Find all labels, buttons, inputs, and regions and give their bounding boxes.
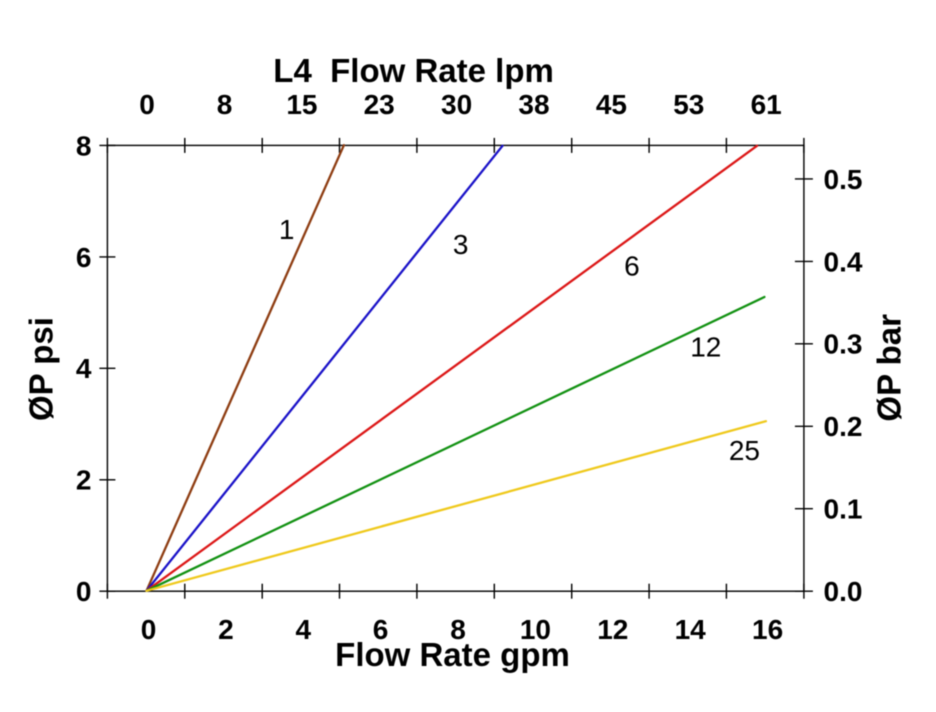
svg-text:0.4: 0.4 [824, 246, 863, 277]
svg-text:0: 0 [76, 576, 92, 607]
svg-text:0: 0 [141, 614, 157, 645]
svg-text:8: 8 [76, 130, 92, 161]
svg-text:L4 Flow Rate lpm: L4 Flow Rate lpm [273, 52, 554, 89]
svg-text:1: 1 [279, 214, 295, 245]
svg-text:61: 61 [751, 89, 782, 120]
svg-text:0: 0 [139, 89, 155, 120]
svg-text:3: 3 [453, 229, 469, 260]
svg-text:ØP bar: ØP bar [871, 314, 908, 422]
svg-text:45: 45 [596, 89, 627, 120]
svg-text:12: 12 [597, 614, 628, 645]
svg-text:14: 14 [675, 614, 707, 645]
svg-text:2: 2 [76, 465, 92, 496]
svg-text:23: 23 [364, 89, 395, 120]
svg-text:10: 10 [520, 614, 551, 645]
svg-text:53: 53 [673, 89, 704, 120]
svg-text:6: 6 [76, 242, 92, 273]
svg-text:8: 8 [217, 89, 233, 120]
svg-text:6: 6 [624, 250, 640, 281]
svg-text:25: 25 [729, 435, 760, 466]
svg-text:8: 8 [450, 614, 466, 645]
svg-text:0.1: 0.1 [824, 494, 863, 525]
svg-text:0.5: 0.5 [824, 164, 863, 195]
svg-text:16: 16 [752, 614, 783, 645]
svg-text:ØP psi: ØP psi [22, 317, 59, 421]
svg-text:0.0: 0.0 [824, 576, 863, 607]
svg-text:38: 38 [518, 89, 549, 120]
svg-text:2: 2 [218, 614, 234, 645]
svg-text:15: 15 [286, 89, 317, 120]
svg-text:4: 4 [296, 614, 312, 645]
svg-text:12: 12 [690, 332, 721, 363]
svg-text:30: 30 [441, 89, 472, 120]
svg-text:0.2: 0.2 [824, 411, 863, 442]
svg-text:0.3: 0.3 [824, 329, 863, 360]
svg-text:6: 6 [373, 614, 389, 645]
svg-text:Flow Rate gpm: Flow Rate gpm [335, 636, 570, 673]
svg-text:4: 4 [76, 353, 92, 384]
